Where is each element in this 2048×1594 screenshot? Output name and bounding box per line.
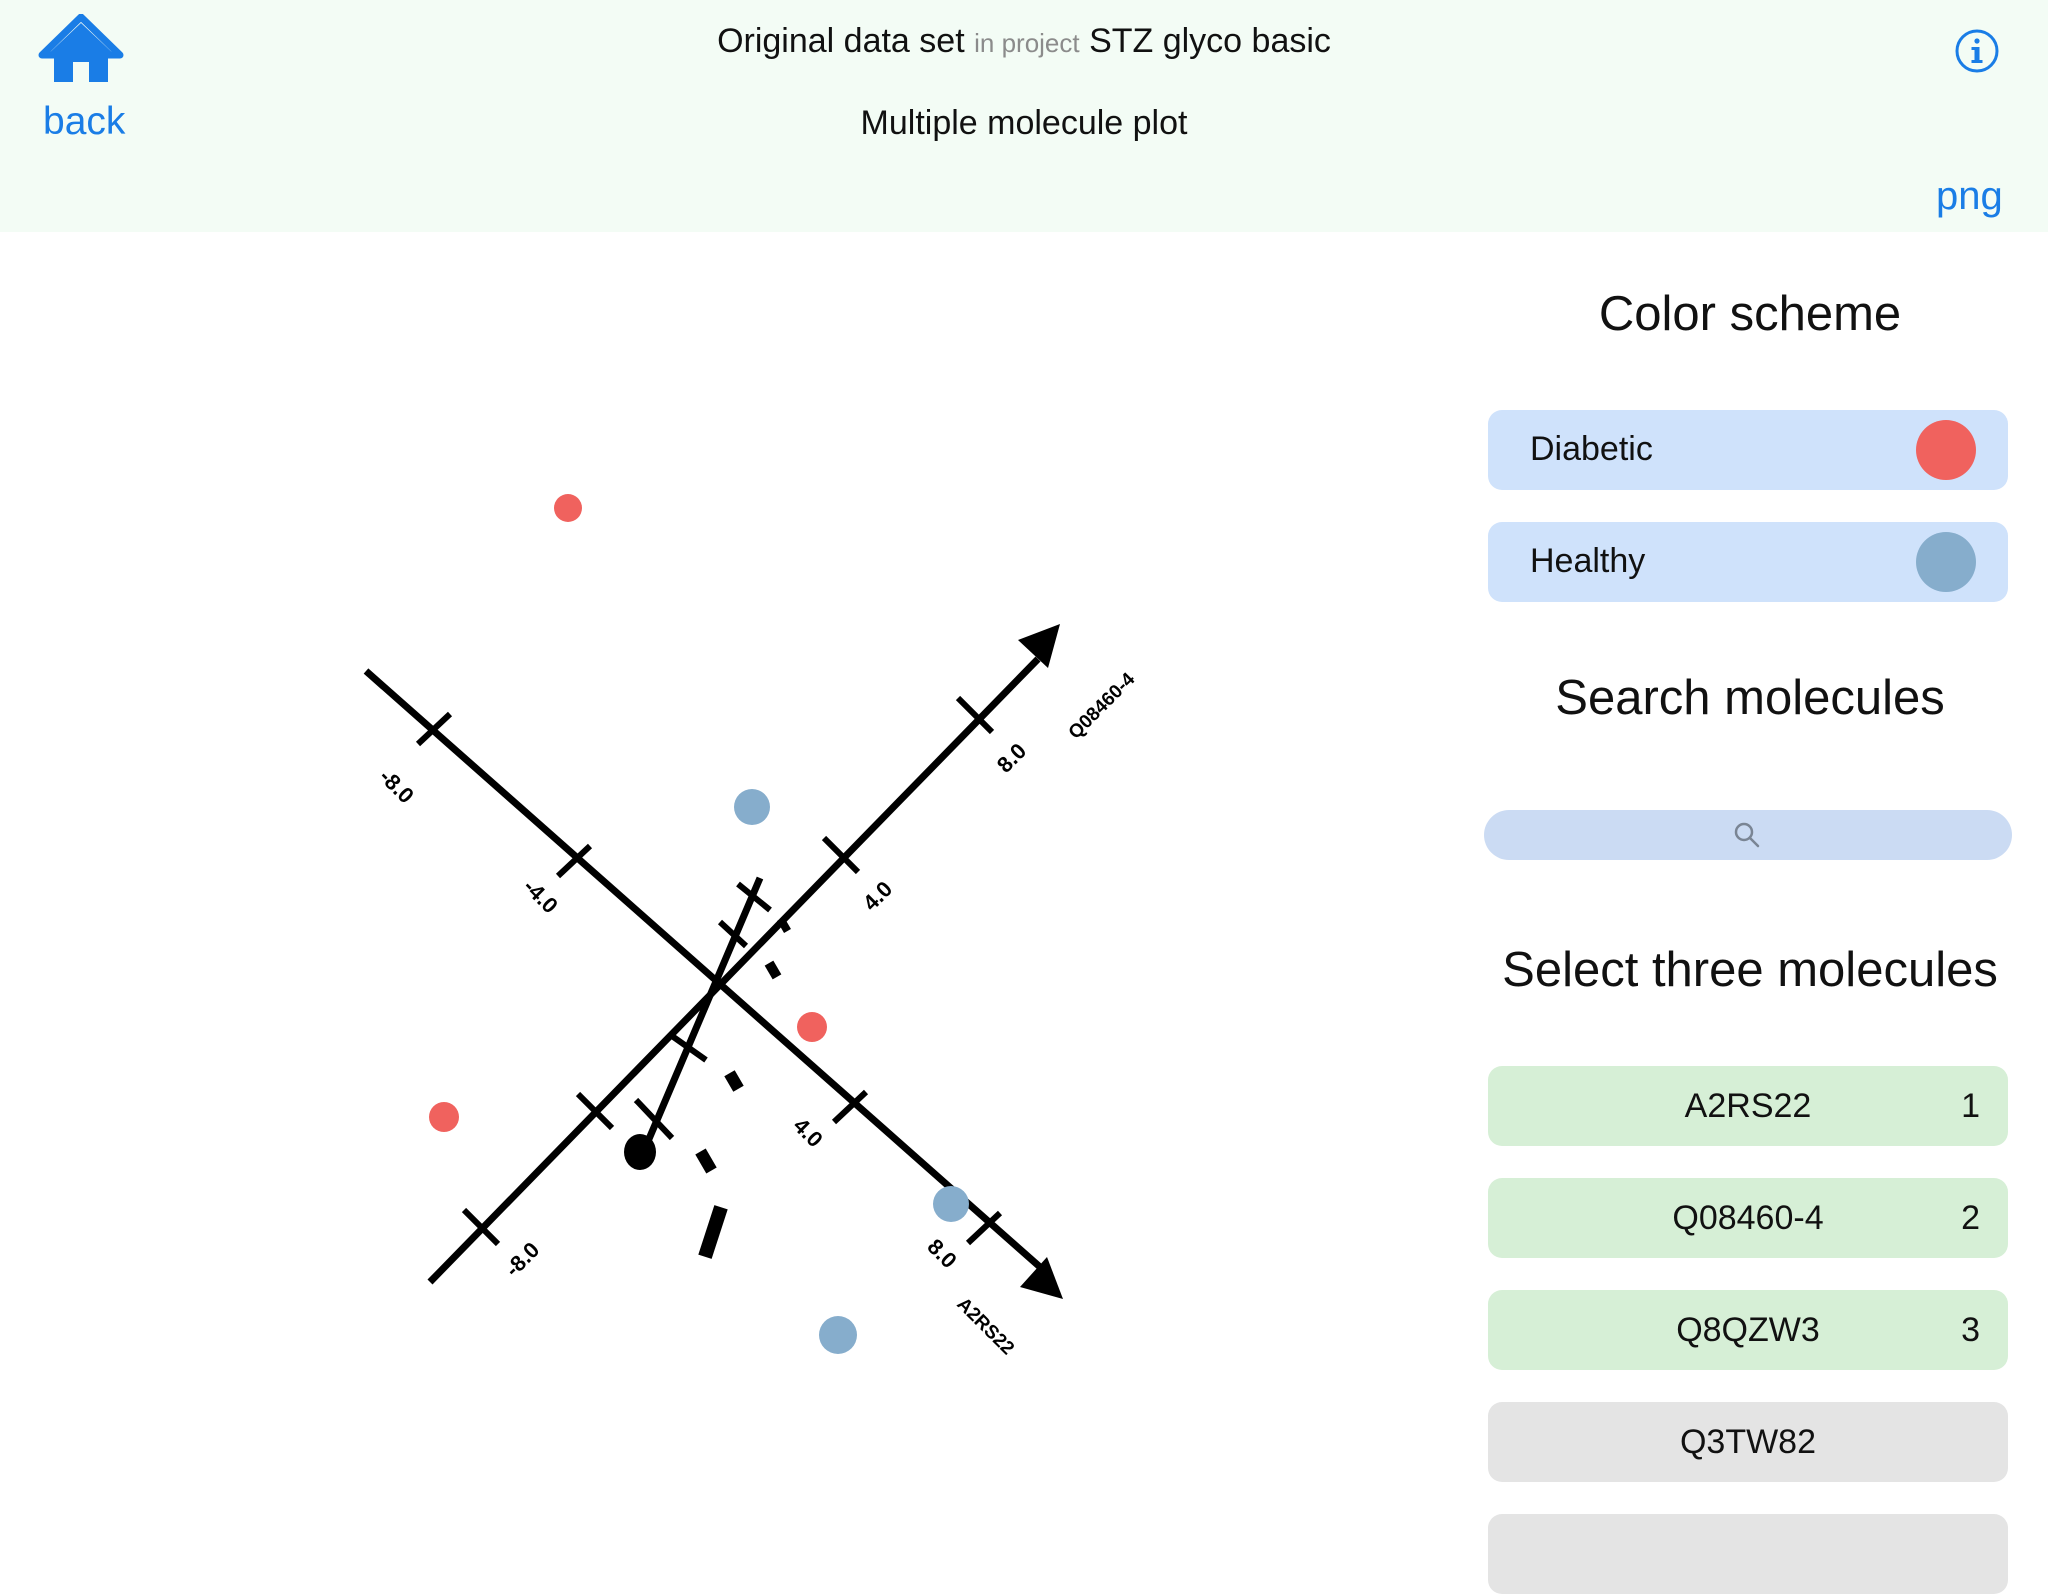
plot-canvas: -8.0 -4.0 4.0 8.0 A2RS22 -8.0 4.0 8.0 Q0… bbox=[363, 494, 1140, 1360]
molecule-item[interactable] bbox=[1488, 1514, 2008, 1594]
data-point-healthy bbox=[933, 1186, 969, 1222]
home-icon bbox=[38, 13, 124, 82]
tick bbox=[670, 1033, 708, 1063]
back-link[interactable]: back bbox=[43, 100, 126, 143]
tick bbox=[821, 835, 861, 875]
tick bbox=[736, 881, 772, 913]
search-input[interactable] bbox=[1484, 810, 2016, 862]
color-scheme-label: Diabetic bbox=[1530, 430, 1653, 468]
tick-label-mark bbox=[695, 1148, 717, 1174]
data-point-diabetic bbox=[429, 1102, 459, 1132]
tick-label-mark bbox=[698, 1205, 728, 1259]
info-button[interactable] bbox=[1954, 28, 2000, 74]
data-point-healthy bbox=[734, 789, 770, 825]
molecule-rank: 1 bbox=[1961, 1087, 1980, 1125]
tick-label: 4.0 bbox=[858, 876, 897, 915]
molecule-name: Q3TW82 bbox=[1679, 1423, 1817, 1461]
color-scheme-item-diabetic[interactable]: Diabetic bbox=[1488, 410, 2008, 490]
page-title: Original data set in project STZ glyco b… bbox=[0, 22, 2048, 61]
axis-q08460-4-arrow bbox=[1018, 624, 1060, 668]
axis-q08460-4-line bbox=[427, 656, 1041, 1285]
tick-label-mark bbox=[777, 916, 791, 934]
dataset-name: Original data set bbox=[717, 22, 965, 60]
data-point-healthy bbox=[819, 1316, 857, 1354]
search-title: Search molecules bbox=[1555, 671, 1945, 725]
tick-label: 4.0 bbox=[788, 1113, 827, 1152]
color-scheme-title: Color scheme bbox=[1598, 287, 1902, 341]
tick-label: -8.0 bbox=[500, 1237, 544, 1281]
home-button[interactable] bbox=[36, 13, 126, 86]
tick-label-mark bbox=[764, 960, 782, 980]
top-bar: back Original data set in project STZ gl… bbox=[0, 0, 2048, 232]
molecule-item-a2rs22[interactable]: A2RS22 1 bbox=[1488, 1066, 2008, 1146]
side-panel: Color scheme Diabetic Healthy Search mol… bbox=[1480, 232, 2020, 1594]
tick bbox=[575, 1091, 615, 1131]
project-name: STZ glyco basic bbox=[1089, 22, 1331, 60]
molecule-name: A2RS22 bbox=[1684, 1087, 1812, 1125]
axis-q8qzw3-line bbox=[642, 876, 764, 1148]
color-scheme-label: Healthy bbox=[1530, 542, 1646, 580]
plot-title: Multiple molecule plot bbox=[860, 104, 1188, 142]
molecule-item-q8qzw3[interactable]: Q8QZW3 3 bbox=[1488, 1290, 2008, 1370]
tick bbox=[717, 919, 749, 949]
tick-label: -8.0 bbox=[374, 764, 418, 808]
axis-name-a2rs22: A2RS22 bbox=[952, 1294, 1018, 1360]
search-field[interactable] bbox=[1484, 810, 2016, 862]
tick bbox=[633, 1097, 675, 1141]
axis-a2rs22-line bbox=[363, 668, 1043, 1270]
tick bbox=[831, 1089, 869, 1125]
data-point-diabetic bbox=[554, 494, 582, 522]
in-project-label: in project bbox=[974, 28, 1080, 58]
data-point-diabetic bbox=[797, 1012, 827, 1042]
tick-label-mark bbox=[724, 1070, 744, 1092]
tick bbox=[955, 695, 995, 735]
info-icon bbox=[1955, 29, 1999, 73]
tick-label: -4.0 bbox=[518, 874, 562, 918]
molecule-plot: -8.0 -4.0 4.0 8.0 A2RS22 -8.0 4.0 8.0 Q0… bbox=[0, 232, 1440, 1536]
tick-label: 8.0 bbox=[922, 1234, 961, 1273]
export-png-button[interactable]: png bbox=[1936, 174, 2003, 218]
molecule-rank: 2 bbox=[1961, 1199, 1980, 1237]
axis-q8qzw3-arrow bbox=[624, 1134, 656, 1170]
axis-name-q08460-4: Q08460-4 bbox=[1065, 669, 1140, 744]
color-swatch bbox=[1916, 420, 1976, 480]
tick-label: 8.0 bbox=[992, 738, 1031, 777]
molecule-item-q3tw82[interactable]: Q3TW82 bbox=[1488, 1402, 2008, 1482]
molecule-name: Q08460-4 bbox=[1672, 1199, 1824, 1237]
color-scheme-item-healthy[interactable]: Healthy bbox=[1488, 522, 2008, 602]
molecule-rank: 3 bbox=[1961, 1311, 1980, 1349]
tick bbox=[555, 843, 593, 879]
select-molecules-title: Select three molecules bbox=[1502, 943, 1998, 997]
axis-a2rs22-arrow bbox=[1020, 1257, 1063, 1299]
tick bbox=[461, 1207, 501, 1247]
molecule-name: Q8QZW3 bbox=[1676, 1311, 1820, 1349]
tick bbox=[415, 711, 453, 747]
color-swatch bbox=[1916, 532, 1976, 592]
molecule-item-q08460-4[interactable]: Q08460-4 2 bbox=[1488, 1178, 2008, 1258]
tick bbox=[965, 1210, 1003, 1246]
